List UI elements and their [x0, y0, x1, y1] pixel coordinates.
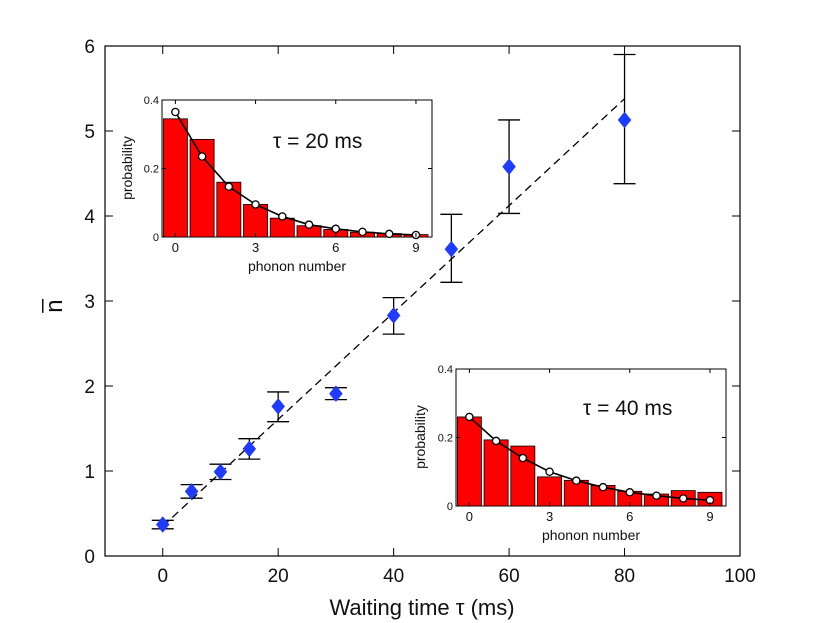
inset-x-tick-label: 0 — [466, 509, 473, 524]
main-y-tick-label: 5 — [84, 122, 95, 143]
main-data-point — [502, 158, 516, 176]
main-x-tick-label: 60 — [499, 566, 520, 587]
inset-fit-point — [465, 412, 474, 422]
inset-fit-point — [572, 476, 581, 485]
inset-fit-point — [598, 482, 608, 492]
main-x-tick-label: 0 — [157, 566, 168, 587]
inset-fit-point — [251, 200, 260, 209]
main-y-tick-label: 1 — [84, 462, 95, 483]
main-y-tick-label: 2 — [84, 377, 95, 398]
inset-x-tick-label: 6 — [332, 240, 339, 255]
inset-fit-point — [678, 494, 688, 503]
main-x-axis-label: Waiting time τ (ms) — [329, 595, 514, 620]
main-y-tick-label: 0 — [84, 547, 95, 568]
inset-20ms-annotation: τ = 20 ms — [273, 130, 362, 153]
main-x-tick-label: 100 — [724, 566, 756, 587]
main-x-tick-label: 20 — [268, 566, 289, 587]
inset-bar — [537, 476, 562, 507]
inset-fit-curve — [468, 416, 711, 501]
inset-fit-point — [384, 229, 394, 239]
inset-40ms-bars — [456, 416, 723, 507]
inset-x-tick-label: 9 — [706, 509, 713, 524]
inset-20ms-y-label: probability — [119, 136, 135, 200]
inset-x-tick-label: 6 — [626, 509, 633, 524]
inset-x-tick-label: 3 — [546, 509, 553, 524]
inset-20ms-ticks: 0 3 6 9 0 0.2 0.4 — [144, 95, 432, 255]
inset-y-tick-label: 0.4 — [438, 364, 453, 376]
main-data-point — [184, 483, 199, 500]
main-data-point — [271, 398, 286, 415]
main-y-axis-label: n̅ — [41, 299, 68, 313]
inset-fit-point — [491, 436, 501, 446]
inset-fit-point — [331, 224, 341, 234]
inset-bar — [216, 181, 242, 238]
main-data-point — [242, 440, 257, 458]
inset-fit-point — [224, 182, 234, 191]
inset-fit-point — [171, 107, 180, 117]
inset-bar — [456, 416, 482, 507]
inset-bar — [269, 217, 295, 238]
inset-40ms-y-label: probability — [412, 405, 428, 469]
main-data-point — [155, 516, 170, 533]
inset-fit-point — [625, 488, 635, 497]
inset-y-tick-label: 0 — [447, 501, 453, 513]
inset-fit-point — [304, 220, 314, 229]
inset-x-tick-label: 9 — [412, 240, 419, 255]
inset-fit-point — [545, 467, 554, 476]
inset-40ms-fit — [465, 412, 715, 505]
main-data-point — [444, 240, 459, 258]
inset-y-tick-label: 0.4 — [144, 95, 159, 107]
main-x-tick-label: 80 — [614, 566, 635, 587]
main-y-tick-label: 3 — [84, 292, 95, 313]
inset-40ms-ticks: 0 3 6 9 0 0.2 0.4 — [438, 364, 726, 524]
main-y-tick-label: 4 — [84, 207, 95, 228]
inset-y-tick-label: 0.2 — [144, 164, 159, 176]
inset-20ms-panel: 0 3 6 9 0 0.2 0.4 τ = 20 ms phonon number prob… — [119, 95, 433, 274]
main-data-point — [213, 463, 228, 481]
main-data-point — [329, 385, 343, 403]
inset-y-tick-label: 0 — [153, 232, 159, 244]
inset-y-tick-label: 0.2 — [438, 433, 453, 445]
inset-fit-point — [197, 152, 207, 161]
main-x-tick-label: 40 — [383, 566, 404, 587]
inset-bar — [483, 439, 509, 507]
main-data-point — [386, 307, 401, 324]
inset-20ms-x-label: phonon number — [248, 258, 346, 274]
inset-x-tick-label: 3 — [252, 240, 259, 255]
inset-bar — [243, 204, 268, 238]
inset-fit-curve — [174, 111, 416, 236]
inset-40ms-panel: 0 3 6 9 0 0.2 0.4 τ = 40 ms phonon number prob… — [412, 364, 727, 543]
main-y-tick-label: 6 — [84, 37, 95, 58]
inset-fit-point — [652, 491, 661, 500]
main-data-points — [155, 111, 632, 533]
inset-bar — [510, 445, 536, 507]
inset-20ms-fit — [171, 107, 421, 240]
inset-fit-point — [358, 227, 367, 237]
inset-bar — [162, 118, 188, 238]
inset-fit-point — [518, 453, 528, 463]
inset-x-tick-label: 0 — [172, 240, 179, 255]
inset-40ms-x-label: phonon number — [542, 527, 640, 543]
inset-fit-point — [278, 212, 287, 221]
main-data-point — [617, 111, 632, 129]
inset-40ms-annotation: τ = 40 ms — [583, 397, 672, 420]
